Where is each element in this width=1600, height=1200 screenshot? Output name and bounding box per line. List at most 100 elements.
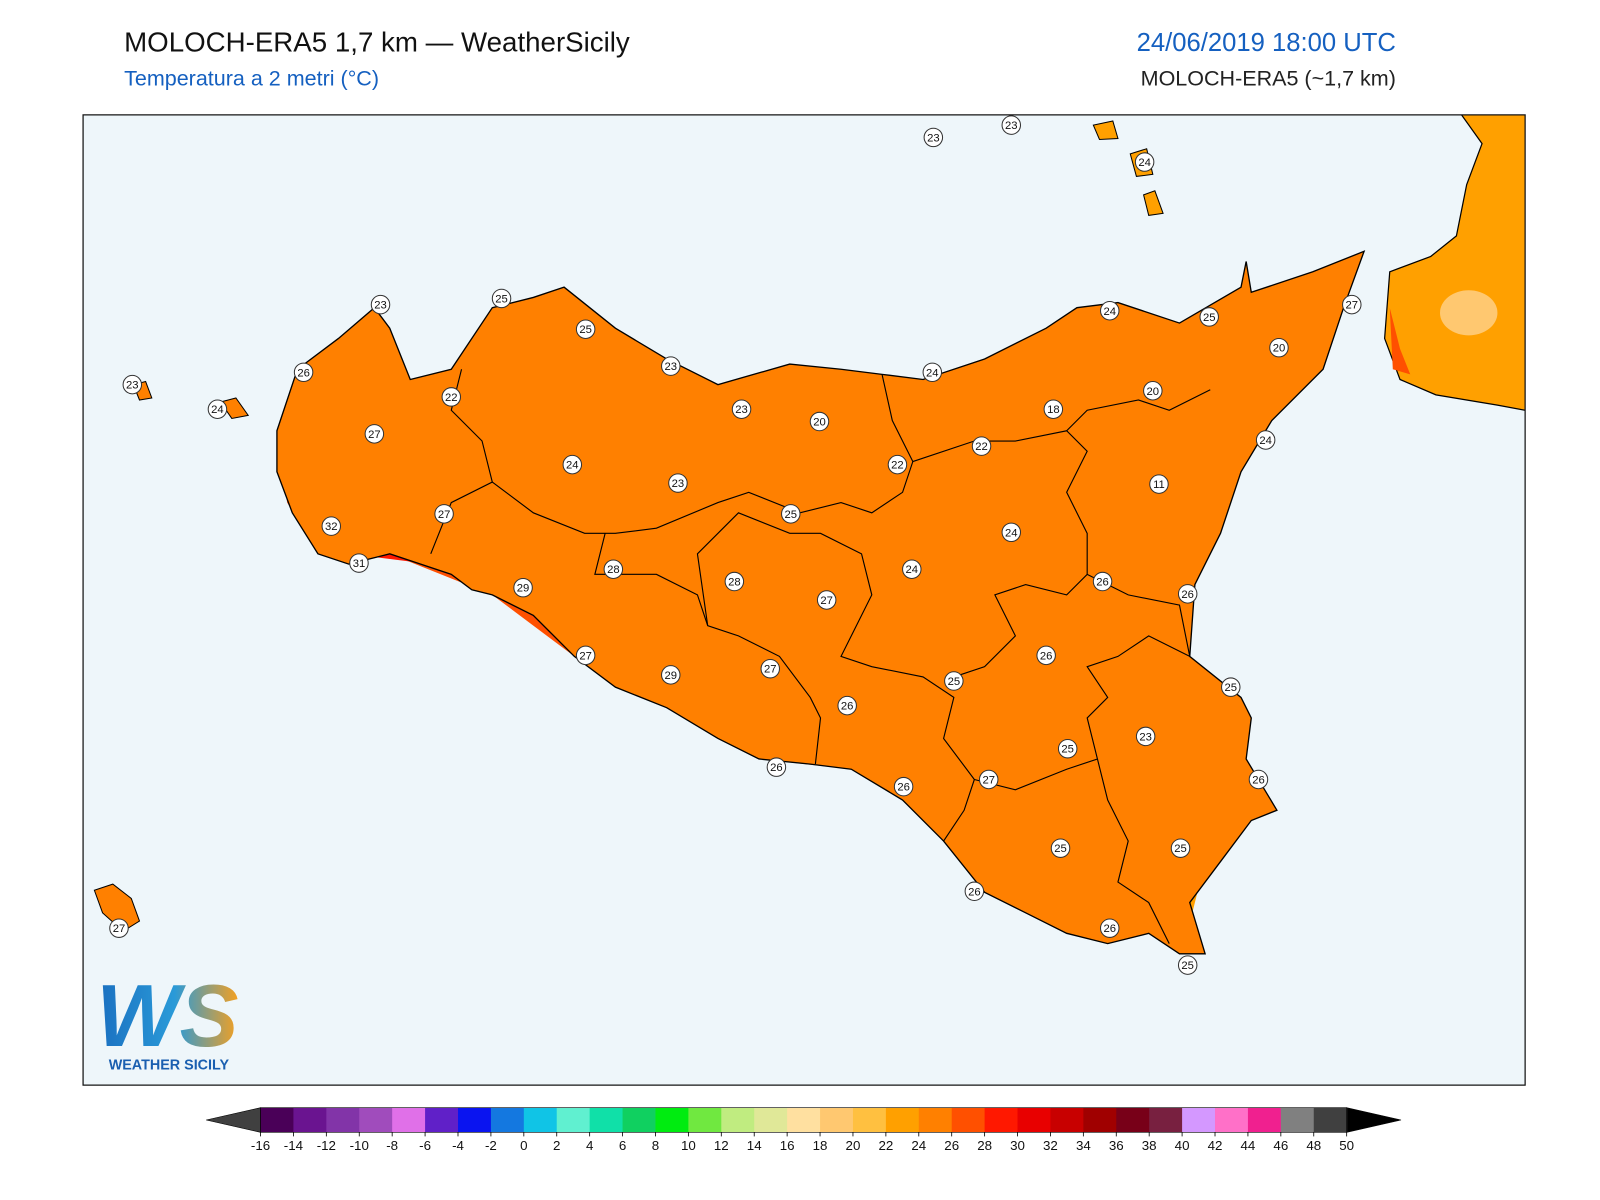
colorbar-segment (852, 1107, 887, 1133)
colorbar-tick-label: 16 (780, 1138, 795, 1153)
colorbar-outline (260, 1107, 1347, 1133)
colorbar-segment (1083, 1107, 1117, 1133)
station-value: 23 (927, 132, 940, 144)
colorbar-tick-label: 32 (1043, 1138, 1058, 1153)
station-value: 23 (1005, 120, 1018, 132)
station-value: 25 (948, 676, 961, 688)
station-marker (1149, 474, 1169, 494)
station-marker (1342, 294, 1362, 315)
colorbar-segment (490, 1107, 525, 1133)
station-value: 27 (579, 650, 592, 662)
colorbar-segment (260, 1107, 294, 1133)
colorbar-tick-label: -14 (284, 1138, 304, 1153)
station-value: 25 (1054, 843, 1067, 855)
colorbar-tick-label: 12 (714, 1138, 729, 1153)
station-value: 28 (607, 564, 620, 576)
date: 24/06/2019 18:00 UTC (1137, 29, 1396, 57)
colorbar-tick-label: 38 (1142, 1138, 1157, 1153)
station-marker (293, 362, 314, 383)
station-marker (902, 559, 922, 579)
colorbar-segment (1182, 1107, 1216, 1133)
station-value: 27 (982, 774, 995, 786)
station-value: 22 (891, 460, 904, 472)
colorbar-tick-label: 46 (1273, 1138, 1288, 1153)
station-value: 18 (1047, 404, 1060, 416)
station-value: 20 (1147, 386, 1160, 398)
station-value: 25 (1174, 843, 1187, 855)
station-value: 24 (566, 460, 579, 472)
colorbar-tick-label: -10 (350, 1138, 369, 1153)
colorbar-segment (1050, 1107, 1084, 1133)
colorbar-segment (787, 1107, 821, 1133)
station-marker (893, 776, 914, 797)
colorbar-segment (1017, 1107, 1051, 1133)
station-value: 23 (665, 361, 678, 373)
colorbar-segment (951, 1107, 986, 1133)
station-value: 24 (926, 367, 939, 379)
colorbar-tick-label: 20 (846, 1138, 861, 1153)
station-value: 25 (495, 293, 508, 305)
station-marker (1036, 645, 1056, 666)
station-marker (1099, 918, 1120, 938)
map-frame (82, 114, 1526, 1086)
colorbar-tick-label: 50 (1339, 1138, 1354, 1153)
station-value: 23 (1139, 731, 1152, 743)
station-marker (491, 288, 512, 309)
colorbar-segment (721, 1107, 755, 1133)
colorbar-segment (1215, 1107, 1249, 1133)
colorbar-tick-label: 22 (878, 1138, 893, 1153)
colorbar-segment (1116, 1107, 1150, 1133)
station-value: 31 (353, 558, 366, 570)
station-marker (1092, 571, 1113, 592)
station-value: 29 (517, 583, 530, 595)
colorbar-tick-label: 40 (1175, 1138, 1190, 1153)
station-marker (349, 553, 369, 573)
colorbar-over (1346, 1107, 1402, 1133)
station-value: 22 (445, 392, 458, 404)
logo-caption: WEATHER SICILY (109, 1057, 230, 1073)
station-value: 26 (968, 886, 981, 898)
station-value: 25 (579, 324, 592, 336)
station-value: 27 (764, 664, 777, 676)
station-marker (922, 362, 943, 383)
logo-mark: WS (96, 966, 238, 1065)
station-marker (781, 504, 801, 524)
station-value: 26 (1181, 589, 1194, 601)
colorbar: -16 -14 -12 -10 -8 -6 -4 -2 0 2 4 6 8 10 12 14 16 18 20 22 2… (206, 1107, 1402, 1153)
station-marker (978, 769, 999, 790)
station-value: 22 (975, 441, 988, 453)
station-marker (1057, 738, 1078, 759)
station-value: 25 (1061, 744, 1074, 756)
station-value: 20 (813, 417, 826, 429)
colorbar-tick-label: 24 (911, 1138, 926, 1153)
station-value: 23 (126, 380, 139, 392)
colorbar-tick-label: -16 (251, 1138, 270, 1153)
station-value: 23 (374, 300, 387, 312)
station-value: 26 (897, 782, 910, 794)
station-value: 24 (906, 564, 919, 576)
station-marker (1255, 430, 1276, 450)
station-value: 24 (1103, 306, 1116, 318)
colorbar-segment (523, 1107, 558, 1133)
station-marker (1143, 381, 1163, 401)
calabria-cool (1440, 290, 1498, 336)
colorbar-segment (326, 1107, 360, 1133)
colorbar-tick-label: -4 (452, 1138, 464, 1153)
station-marker (1177, 584, 1198, 604)
station-value: 26 (841, 701, 854, 713)
station-value: 24 (1138, 157, 1151, 169)
colorbar-segment (457, 1107, 492, 1133)
station-marker (971, 436, 992, 456)
station-marker (562, 454, 583, 475)
station-value: 26 (1252, 774, 1265, 786)
colorbar-segment (1149, 1107, 1183, 1133)
station-marker (109, 918, 129, 938)
colorbar-tick-label: -6 (419, 1138, 431, 1153)
colorbar-tick-label: 4 (586, 1138, 594, 1153)
colorbar-tick-label: 36 (1109, 1138, 1124, 1153)
station-marker (1170, 838, 1191, 858)
station-marker (1135, 726, 1156, 747)
colorbar-segment (392, 1107, 426, 1133)
colorbar-segment (820, 1107, 854, 1133)
